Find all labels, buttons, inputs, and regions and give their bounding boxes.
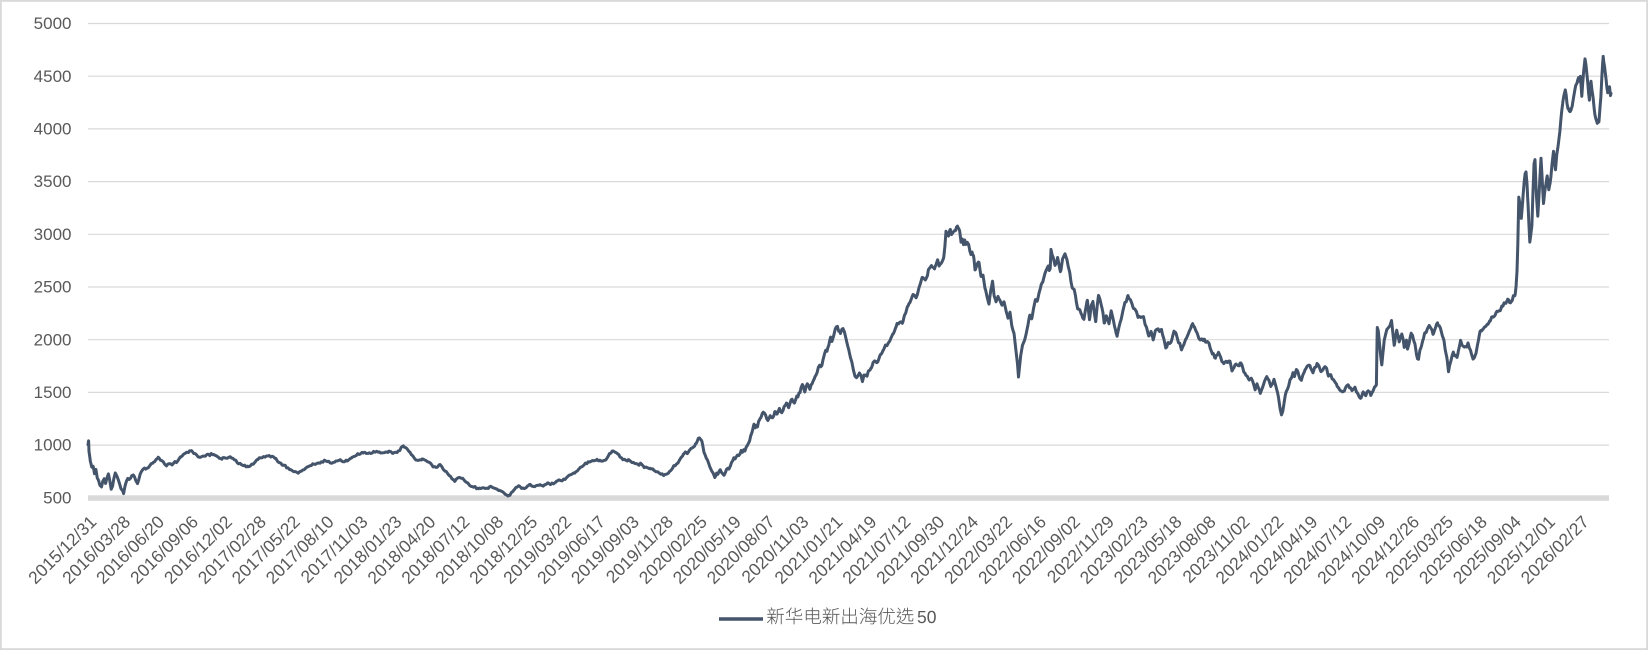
- svg-text:4000: 4000: [34, 120, 72, 139]
- svg-text:5000: 5000: [34, 14, 72, 33]
- svg-text:3000: 3000: [34, 225, 72, 244]
- svg-text:1500: 1500: [34, 383, 72, 402]
- svg-text:3500: 3500: [34, 172, 72, 191]
- svg-text:4500: 4500: [34, 67, 72, 86]
- svg-text:2500: 2500: [34, 278, 72, 297]
- svg-text:1000: 1000: [34, 436, 72, 455]
- svg-text:2000: 2000: [34, 330, 72, 349]
- svg-text:500: 500: [43, 488, 71, 507]
